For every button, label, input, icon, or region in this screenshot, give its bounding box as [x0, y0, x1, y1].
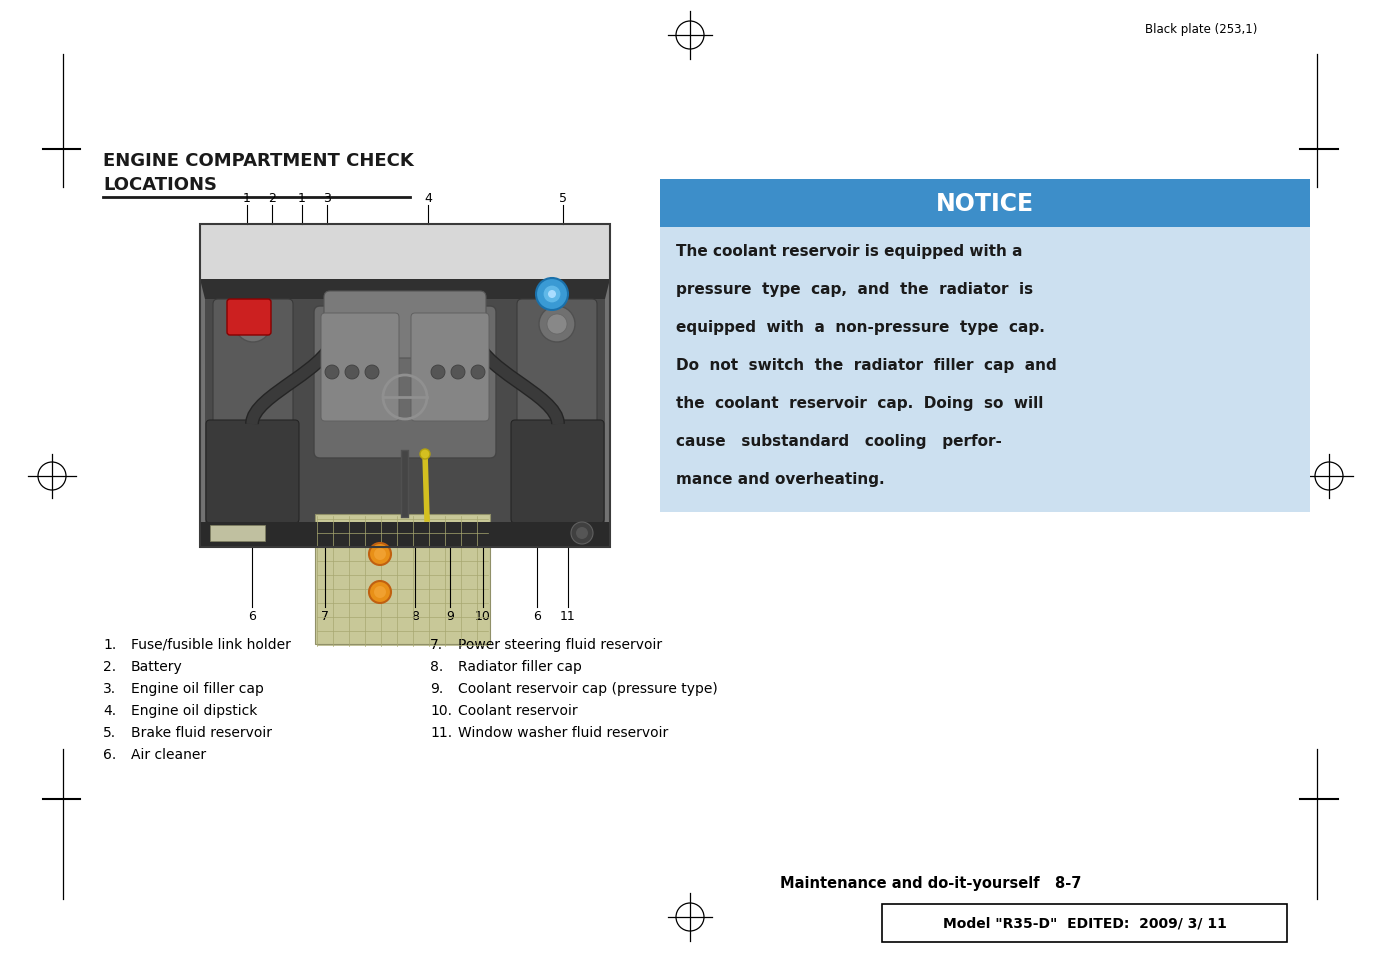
- Text: 5: 5: [559, 192, 568, 205]
- Circle shape: [539, 307, 574, 343]
- Text: 11.: 11.: [429, 725, 452, 740]
- Circle shape: [471, 366, 485, 379]
- Text: 6: 6: [249, 609, 255, 622]
- Text: 9.: 9.: [429, 681, 443, 696]
- FancyBboxPatch shape: [511, 420, 603, 523]
- Text: 10.: 10.: [429, 703, 452, 718]
- Text: 3: 3: [323, 192, 331, 205]
- Circle shape: [576, 527, 588, 539]
- Text: 5.: 5.: [104, 725, 116, 740]
- Polygon shape: [200, 280, 610, 299]
- Bar: [315, 515, 490, 644]
- Text: 7: 7: [320, 609, 329, 622]
- Circle shape: [365, 366, 378, 379]
- Text: 1: 1: [243, 192, 251, 205]
- Text: Model "R35-D"  EDITED:  2009/ 3/ 11: Model "R35-D" EDITED: 2009/ 3/ 11: [943, 916, 1226, 930]
- Text: 4.: 4.: [104, 703, 116, 718]
- Bar: [204, 299, 605, 542]
- Text: The coolant reservoir is equipped with a: The coolant reservoir is equipped with a: [677, 244, 1022, 258]
- Text: 7.: 7.: [429, 638, 443, 651]
- FancyBboxPatch shape: [325, 292, 486, 358]
- Text: Air cleaner: Air cleaner: [131, 747, 206, 761]
- Text: 2.: 2.: [104, 659, 116, 673]
- Circle shape: [452, 366, 465, 379]
- Text: Battery: Battery: [131, 659, 182, 673]
- Text: cause   substandard   cooling   perfor-: cause substandard cooling perfor-: [677, 434, 1001, 449]
- Circle shape: [345, 366, 359, 379]
- Text: Do  not  switch  the  radiator  filler  cap  and: Do not switch the radiator filler cap an…: [677, 357, 1056, 373]
- Text: Coolant reservoir: Coolant reservoir: [458, 703, 577, 718]
- Circle shape: [431, 366, 445, 379]
- Text: Maintenance and do-it-yourself   8-7: Maintenance and do-it-yourself 8-7: [780, 875, 1081, 890]
- FancyBboxPatch shape: [213, 299, 293, 430]
- Text: 6: 6: [533, 609, 541, 622]
- Circle shape: [243, 314, 262, 335]
- Circle shape: [420, 450, 429, 459]
- Text: 2: 2: [268, 192, 276, 205]
- Text: 10: 10: [475, 609, 490, 622]
- FancyBboxPatch shape: [206, 420, 300, 523]
- Circle shape: [548, 291, 557, 298]
- Text: 9: 9: [446, 609, 454, 622]
- Circle shape: [374, 548, 387, 560]
- Bar: [882, 904, 1287, 942]
- Bar: [200, 522, 610, 547]
- Circle shape: [235, 307, 271, 343]
- Text: equipped  with  a  non-pressure  type  cap.: equipped with a non-pressure type cap.: [677, 319, 1045, 335]
- Text: Window washer fluid reservoir: Window washer fluid reservoir: [458, 725, 668, 740]
- Text: Engine oil dipstick: Engine oil dipstick: [131, 703, 257, 718]
- Text: 1: 1: [298, 192, 307, 205]
- Text: 8: 8: [412, 609, 418, 622]
- Text: Power steering fluid reservoir: Power steering fluid reservoir: [458, 638, 661, 651]
- Bar: [200, 225, 610, 547]
- Circle shape: [543, 286, 561, 304]
- Bar: [660, 228, 1311, 513]
- Circle shape: [325, 366, 338, 379]
- Text: 6.: 6.: [104, 747, 116, 761]
- Text: 11: 11: [561, 609, 576, 622]
- Text: pressure  type  cap,  and  the  radiator  is: pressure type cap, and the radiator is: [677, 282, 1033, 296]
- Text: ENGINE COMPARTMENT CHECK: ENGINE COMPARTMENT CHECK: [104, 152, 414, 170]
- Text: Coolant reservoir cap (pressure type): Coolant reservoir cap (pressure type): [458, 681, 718, 696]
- Text: NOTICE: NOTICE: [936, 192, 1034, 215]
- FancyBboxPatch shape: [516, 299, 597, 430]
- Circle shape: [536, 278, 568, 311]
- Circle shape: [374, 586, 387, 598]
- Text: 1.: 1.: [104, 638, 116, 651]
- Bar: [210, 525, 265, 541]
- Text: Radiator filler cap: Radiator filler cap: [458, 659, 581, 673]
- Text: 4: 4: [424, 192, 432, 205]
- Circle shape: [369, 543, 391, 565]
- Text: 3.: 3.: [104, 681, 116, 696]
- Text: 8.: 8.: [429, 659, 443, 673]
- Text: Brake fluid reservoir: Brake fluid reservoir: [131, 725, 272, 740]
- Polygon shape: [200, 225, 610, 280]
- Bar: [660, 180, 1311, 228]
- FancyBboxPatch shape: [412, 314, 489, 421]
- FancyBboxPatch shape: [226, 299, 271, 335]
- Text: mance and overheating.: mance and overheating.: [677, 472, 885, 486]
- Circle shape: [369, 581, 391, 603]
- Text: Black plate (253,1): Black plate (253,1): [1145, 24, 1257, 36]
- Text: Engine oil filler cap: Engine oil filler cap: [131, 681, 264, 696]
- FancyBboxPatch shape: [320, 314, 399, 421]
- Circle shape: [570, 522, 592, 544]
- Circle shape: [547, 314, 568, 335]
- Text: LOCATIONS: LOCATIONS: [104, 175, 217, 193]
- Text: the  coolant  reservoir  cap.  Doing  so  will: the coolant reservoir cap. Doing so will: [677, 395, 1044, 411]
- Text: Fuse/fusible link holder: Fuse/fusible link holder: [131, 638, 291, 651]
- FancyBboxPatch shape: [313, 307, 496, 458]
